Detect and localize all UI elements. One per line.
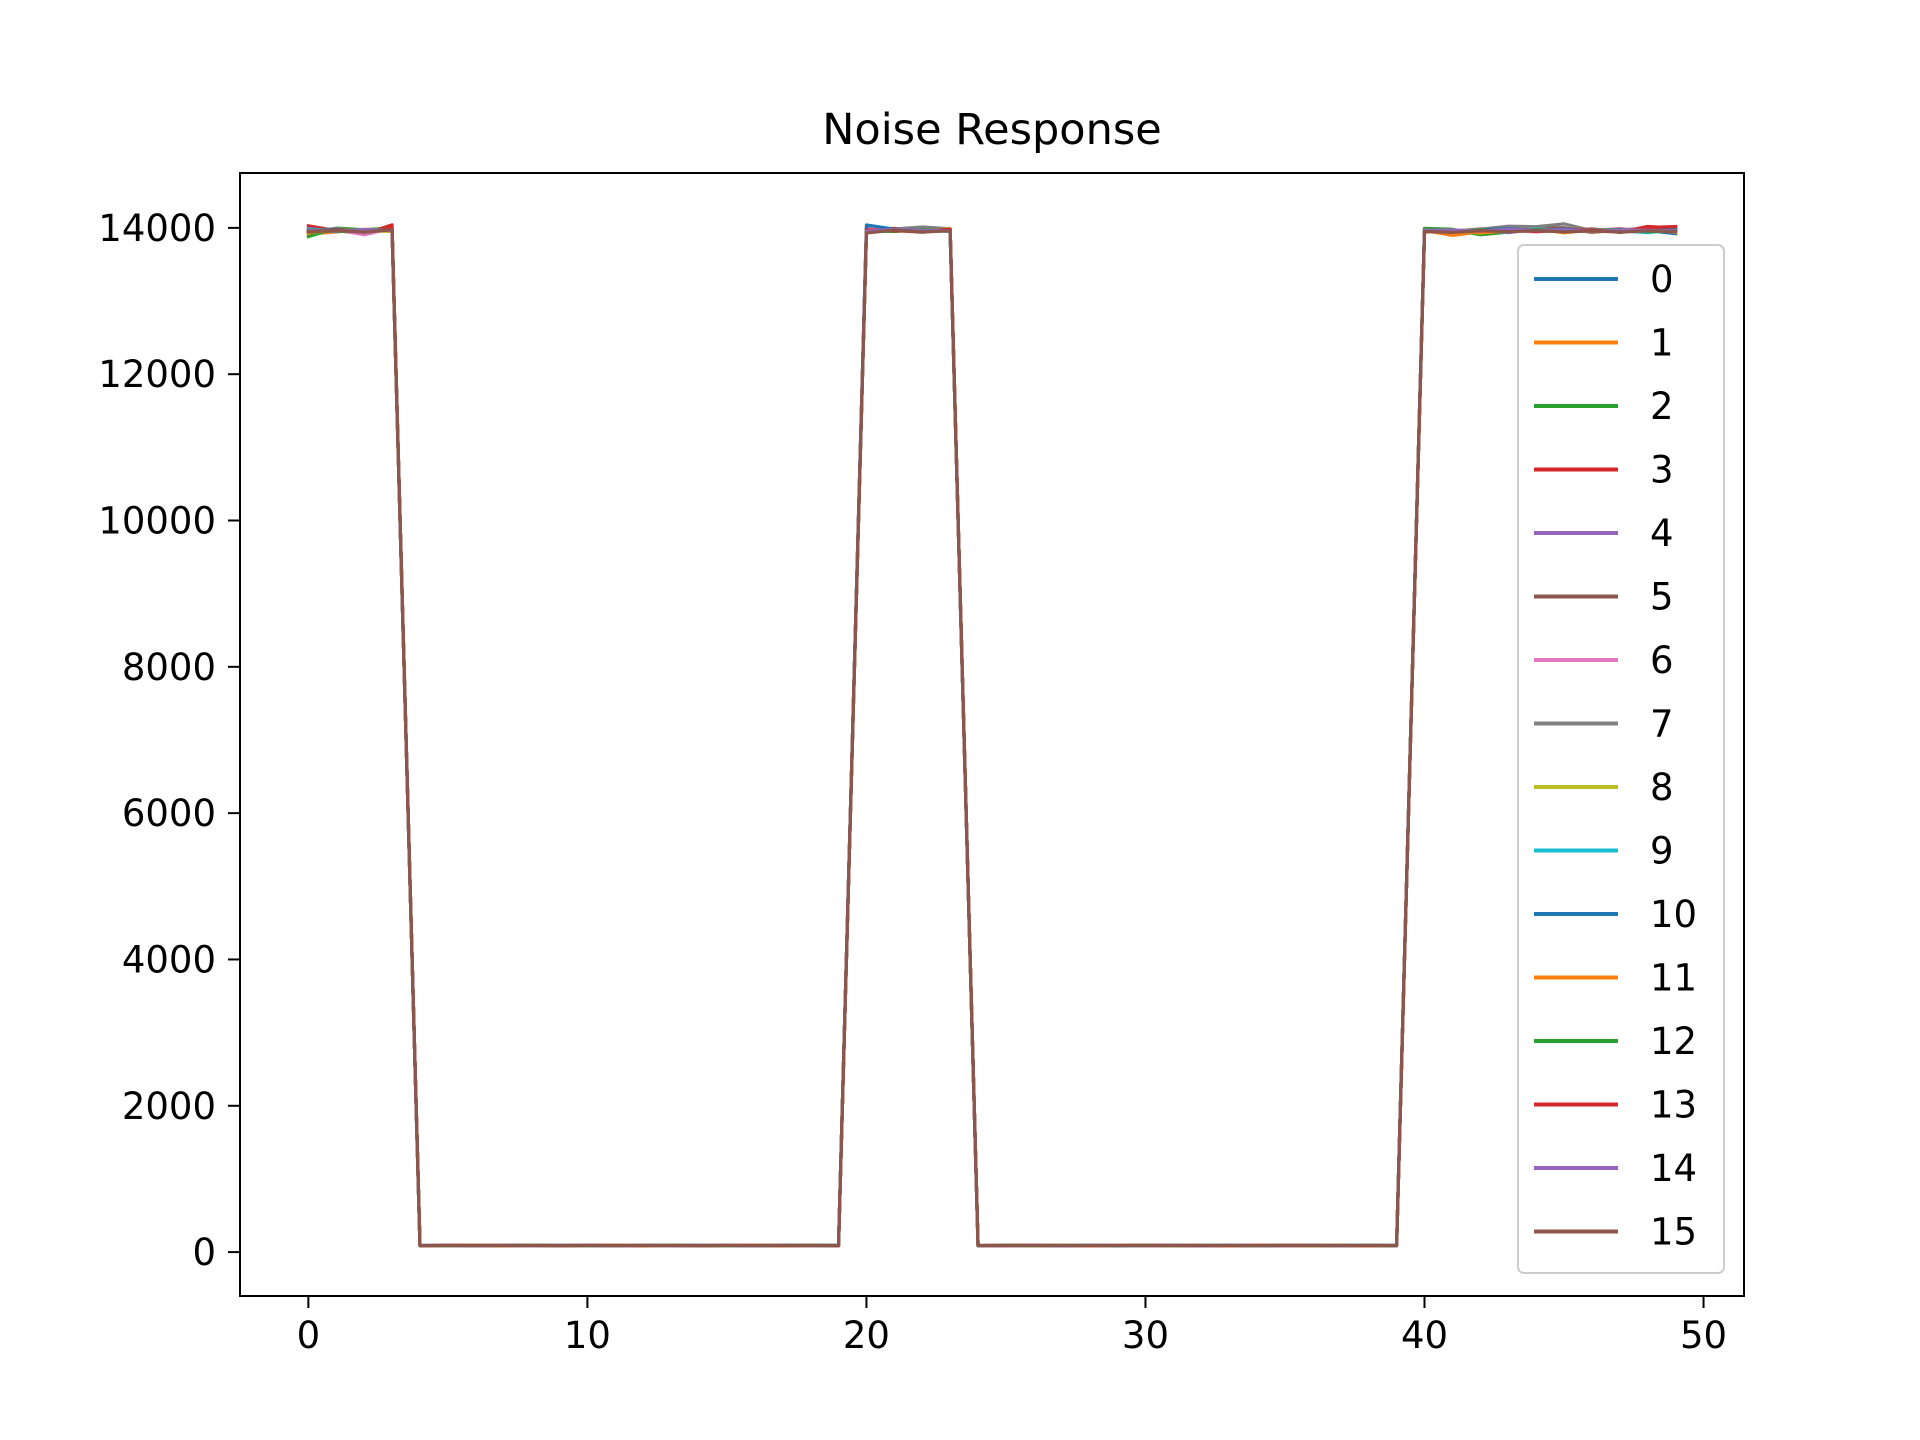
x-tick-label: 0: [297, 1314, 321, 1357]
legend-label-2: 2: [1650, 385, 1674, 428]
legend-label-5: 5: [1650, 576, 1674, 619]
y-tick-label: 12000: [98, 353, 216, 396]
legend-label-12: 12: [1650, 1020, 1697, 1063]
y-tick-label: 10000: [98, 500, 216, 543]
x-tick-label: 30: [1122, 1314, 1169, 1357]
y-tick-label: 8000: [122, 646, 216, 689]
legend-label-7: 7: [1650, 703, 1674, 746]
legend-label-14: 14: [1650, 1147, 1697, 1190]
x-tick-label: 50: [1680, 1314, 1727, 1357]
legend-label-9: 9: [1650, 830, 1674, 873]
y-tick-label: 2000: [122, 1085, 216, 1128]
legend-label-13: 13: [1650, 1084, 1697, 1127]
legend-box: [1517, 244, 1725, 1274]
chart-title: Noise Response: [822, 105, 1161, 155]
x-tick-label: 20: [843, 1314, 890, 1357]
y-tick-label: 14000: [98, 207, 216, 250]
legend-label-0: 0: [1650, 258, 1674, 301]
legend-label-1: 1: [1650, 322, 1674, 365]
legend-label-11: 11: [1650, 957, 1697, 1000]
y-tick-label: 0: [192, 1231, 216, 1274]
legend-label-15: 15: [1650, 1211, 1697, 1254]
legend-label-6: 6: [1650, 639, 1674, 682]
series-line-15: [306, 228, 1678, 1248]
x-axis: 0 10 20 30 40 50: [297, 1296, 1727, 1357]
y-axis: 0 2000 4000 6000 8000 10000 12000 14000: [98, 207, 240, 1274]
y-tick-label: 4000: [122, 938, 216, 981]
plot-frame: [239, 172, 1745, 1297]
x-tick-label: 40: [1401, 1314, 1448, 1357]
x-tick-label: 10: [564, 1314, 611, 1357]
legend-label-8: 8: [1650, 766, 1674, 809]
legend-label-4: 4: [1650, 512, 1674, 555]
legend-label-10: 10: [1650, 893, 1697, 936]
y-tick-label: 6000: [122, 792, 216, 835]
series-layer: [306, 222, 1678, 1248]
legend-label-3: 3: [1650, 449, 1674, 492]
